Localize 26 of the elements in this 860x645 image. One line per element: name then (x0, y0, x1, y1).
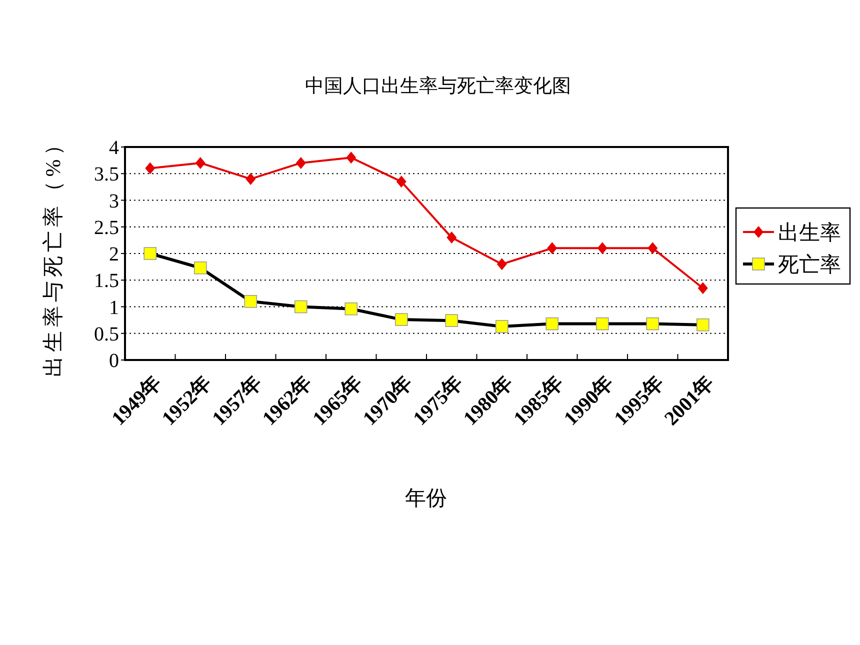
y-tick-label: 0 (109, 350, 119, 372)
point (496, 258, 507, 270)
legend-label: 死亡率 (778, 252, 841, 276)
point (346, 152, 356, 164)
y-tick-label: 0.5 (94, 323, 119, 346)
point (195, 156, 206, 169)
y-tick-label: 2 (109, 244, 119, 266)
point (547, 242, 558, 254)
legend-label: 出生率 (778, 220, 841, 244)
point (698, 282, 708, 294)
y-tick-label: 3.5 (94, 164, 119, 186)
chart-title: 中国人口出生率与死亡率变化图 (305, 75, 571, 97)
point (246, 172, 256, 185)
y-axis-title: 出生率与死亡率（%） (41, 130, 65, 377)
point (648, 242, 658, 254)
y-tick-label: 3 (109, 190, 119, 212)
y-tick-label: 1.5 (94, 270, 119, 292)
point (396, 176, 406, 188)
y-tick-label: 2.5 (94, 216, 119, 239)
point (296, 156, 306, 169)
y-tick-label: 4 (109, 137, 119, 159)
x-axis-title: 年份 (405, 486, 447, 510)
point (597, 242, 608, 254)
point (145, 162, 156, 174)
y-tick-label: 1 (109, 296, 119, 319)
point (446, 232, 457, 244)
